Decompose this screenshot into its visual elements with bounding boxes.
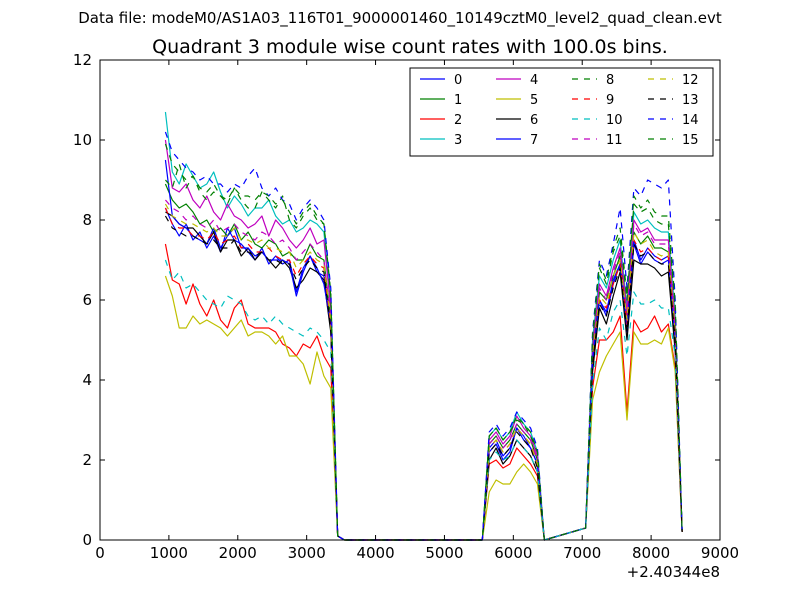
legend-label-6: 6	[530, 113, 538, 128]
legend-label-14: 14	[682, 113, 699, 128]
legend-label-5: 5	[530, 93, 538, 108]
legend-label-4: 4	[530, 73, 538, 88]
x-tick-label: 4000	[356, 544, 394, 562]
series-line-3	[164, 111, 683, 541]
legend-label-1: 1	[454, 93, 462, 108]
chart-supertitle: Data file: modeM0/AS1A03_116T01_90000014…	[78, 9, 722, 27]
x-tick-label: 9000	[701, 544, 739, 562]
y-tick-label: 12	[73, 51, 92, 69]
x-tick-label: 8000	[632, 544, 670, 562]
x-tick-label: 2000	[219, 544, 257, 562]
legend-label-2: 2	[454, 113, 462, 128]
series-line-7	[164, 159, 683, 541]
series-line-6	[165, 211, 683, 541]
legend-label-13: 13	[682, 93, 699, 108]
y-tick-label: 8	[82, 211, 92, 229]
legend-label-12: 12	[682, 73, 699, 88]
legend-box	[409, 67, 714, 157]
series-line-10	[164, 259, 683, 541]
x-tick-label: 5000	[425, 544, 463, 562]
x-offset-label: +2.40344e8	[627, 563, 720, 581]
series-line-11	[164, 199, 683, 541]
y-tick-label: 10	[73, 131, 92, 149]
series-line-0	[164, 207, 683, 541]
series-line-15	[164, 143, 683, 541]
series-line-2	[164, 243, 683, 541]
legend-label-0: 0	[454, 73, 462, 88]
y-tick-label: 2	[82, 451, 92, 469]
x-tick-label: 3000	[288, 544, 326, 562]
series-line-5	[164, 275, 683, 541]
x-tick-label: 1000	[150, 544, 188, 562]
y-tick-label: 6	[82, 291, 92, 309]
legend-label-8: 8	[606, 73, 614, 88]
y-tick-label: 4	[82, 371, 92, 389]
series-line-9	[164, 207, 683, 541]
y-tick-label: 0	[82, 531, 92, 549]
series-line-1	[164, 183, 683, 541]
series-line-13	[164, 215, 683, 541]
series-line-8	[164, 163, 683, 541]
series-line-12	[164, 203, 683, 541]
legend-label-9: 9	[606, 93, 614, 108]
legend-label-7: 7	[530, 133, 538, 148]
x-tick-label: 0	[95, 544, 105, 562]
legend-label-11: 11	[606, 133, 623, 148]
series-line-14	[164, 131, 683, 541]
legend-label-15: 15	[682, 133, 699, 148]
x-tick-label: 7000	[563, 544, 601, 562]
x-tick-label: 6000	[494, 544, 532, 562]
legend-label-3: 3	[454, 133, 462, 148]
legend-label-10: 10	[606, 113, 623, 128]
chart-title: Quadrant 3 module wise count rates with …	[152, 36, 668, 58]
